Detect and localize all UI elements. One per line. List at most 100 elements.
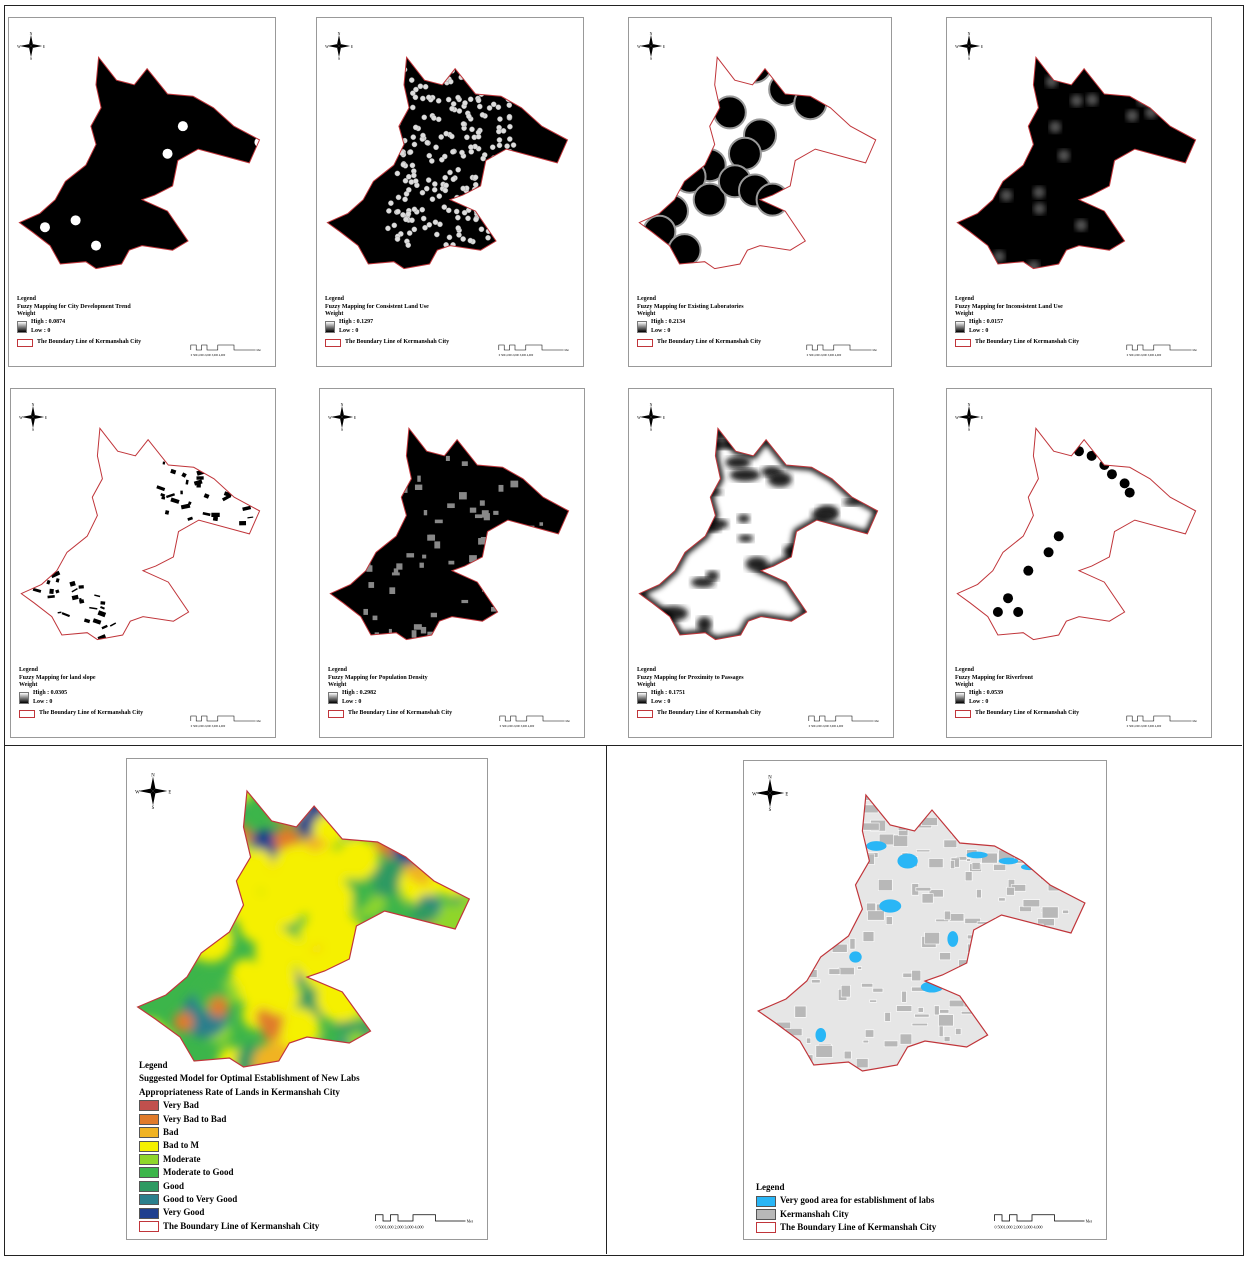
class-swatch	[139, 1113, 159, 1125]
class-label: Moderate	[163, 1153, 201, 1164]
scale-bar: 0 5001,000 2,000 3,000 4,000 Meters	[189, 713, 264, 729]
scale-bar: 0 5001,000 2,000 3,000 4,000 Meters	[497, 342, 572, 358]
legend-class-3: Bad to M	[139, 1139, 360, 1152]
map-graphic	[956, 55, 1197, 270]
legend-heading: Legend	[955, 667, 975, 673]
legend-heading: Legend	[19, 667, 39, 673]
legend-high: High : 0.2982	[342, 689, 377, 696]
compass-n-label: N	[32, 403, 35, 407]
scale-unit: Meters	[1193, 348, 1198, 352]
legend-classes: Very Bad Very Bad to Bad Bad Bad to M Modera…	[139, 1099, 360, 1220]
labs-legend: Legend Very good area for establishment …	[756, 1181, 936, 1235]
map-graphic	[20, 426, 261, 641]
legend-weight: Weight	[325, 311, 344, 317]
compass-n-label: N	[650, 32, 653, 36]
legend-boundary: The Boundary Line of Kermanshah City	[328, 709, 452, 718]
suitability-graphic	[136, 789, 471, 1068]
class-label: Moderate to Good	[163, 1167, 234, 1178]
map-city-development: N S W E Legend Fuzzy Mapping for City Develop…	[8, 17, 276, 367]
compass-e-label: E	[45, 416, 47, 420]
legend-class-5: Moderate to Good	[139, 1166, 360, 1179]
scale-bar: 0 5001,000 2,000 3,000 4,000 Meters	[1125, 713, 1200, 729]
legend-boundary: The Boundary Line of Kermanshah City	[139, 1220, 360, 1233]
north-arrow-icon: N S W E	[328, 403, 357, 432]
class-swatch	[139, 1140, 159, 1152]
scale-ticks: 0 5001,000 2,000 3,000 4,000	[809, 724, 844, 729]
scale-bar: 0 5001,000 2,000 3,000 4,000 Meters	[805, 342, 880, 358]
legend-class-7: Good to Very Good	[139, 1193, 360, 1206]
compass-s-label: S	[30, 57, 32, 60]
map-legend: Legend Fuzzy Mapping for City Development…	[17, 296, 141, 347]
compass-n-label: N	[30, 32, 33, 36]
compass-w-label: W	[135, 790, 140, 795]
legend-heading: Legend	[756, 1182, 785, 1192]
scale-unit: Meters	[565, 348, 570, 352]
legend-low: Low : 0	[969, 699, 989, 705]
scale-ticks: 0 5001,000 2,000 3,000 4,000	[995, 1225, 1043, 1231]
legend-heading: Legend	[17, 296, 37, 302]
north-arrow-icon: N S W E	[752, 775, 788, 813]
boundary-label: The Boundary Line of Kermanshah City	[975, 338, 1080, 345]
legend-item-0: Very good area for establishment of labs	[756, 1194, 936, 1207]
class-swatch	[139, 1194, 159, 1206]
compass-s-label: S	[650, 428, 652, 431]
gradient-swatch	[955, 321, 965, 333]
item-label: Kermanshah City	[780, 1208, 849, 1219]
legend-weight: Weight	[955, 311, 974, 317]
legend-weight: Weight	[955, 682, 974, 688]
legend-class-0: Very Bad	[139, 1099, 360, 1112]
compass-s-label: S	[968, 428, 970, 431]
legend-item-1: Kermanshah City	[756, 1208, 936, 1221]
compass-w-label: W	[955, 45, 959, 49]
boundary-swatch	[328, 709, 344, 718]
class-swatch	[139, 1100, 159, 1112]
scale-unit: Meters	[1086, 1219, 1092, 1223]
class-label: Good to Very Good	[163, 1194, 238, 1205]
map-legend: Legend Fuzzy Mapping for Consistent Land …	[325, 296, 449, 347]
compass-e-label: E	[785, 792, 788, 797]
gradient-swatch	[955, 692, 965, 704]
compass-n-label: N	[968, 403, 971, 407]
legend-gradient: High : 0.2134 Low : 0	[637, 319, 761, 336]
scale-unit: Meters	[257, 719, 262, 723]
legend-boundary: The Boundary Line of Kermanshah City	[756, 1221, 936, 1234]
compass-s-label: S	[769, 808, 772, 811]
figure-frame	[4, 5, 1244, 1256]
compass-w-label: W	[19, 416, 23, 420]
labs-graphic	[756, 793, 1086, 1072]
scale-ticks: 0 5001,000 2,000 3,000 4,000	[1127, 353, 1162, 358]
legend-high: High : 0.0874	[31, 318, 66, 325]
compass-e-label: E	[43, 45, 45, 49]
compass-s-label: S	[32, 428, 34, 431]
scale-bar: 0 5001,000 2,000 3,000 4,000 Meters	[992, 1211, 1097, 1231]
model-legend: Legend Suggested Model for Optimal Estab…	[139, 1059, 360, 1233]
compass-w-label: W	[752, 792, 757, 797]
legend-low: Low : 0	[651, 699, 671, 705]
gradient-swatch	[328, 692, 338, 704]
class-label: Very Good	[163, 1207, 205, 1218]
map-graphic	[329, 426, 570, 641]
legend-low: Low : 0	[339, 328, 359, 334]
gradient-swatch	[637, 692, 647, 704]
compass-s-label: S	[968, 57, 970, 60]
class-label: Good	[163, 1180, 185, 1191]
legend-low: Low : 0	[651, 328, 671, 334]
compass-n-label: N	[768, 776, 772, 781]
scale-ticks: 0 5001,000 2,000 3,000 4,000	[807, 353, 842, 358]
legend-low: Low : 0	[31, 328, 51, 334]
compass-n-label: N	[341, 403, 344, 407]
compass-w-label: W	[325, 45, 329, 49]
map-graphic	[956, 426, 1197, 641]
legend-weight: Weight	[17, 311, 36, 317]
scale-unit: Meters	[257, 348, 262, 352]
compass-w-label: W	[17, 45, 21, 49]
boundary-swatch	[955, 338, 971, 347]
legend-gradient: High : 0.0539 Low : 0	[955, 690, 1079, 707]
boundary-label: The Boundary Line of Kermanshah City	[39, 709, 144, 716]
compass-n-label: N	[151, 774, 155, 779]
north-arrow-icon: N S W E	[637, 32, 666, 61]
compass-w-label: W	[637, 416, 641, 420]
bottom-divider	[606, 745, 607, 1254]
compass-e-label: E	[663, 416, 665, 420]
compass-e-label: E	[168, 790, 171, 795]
